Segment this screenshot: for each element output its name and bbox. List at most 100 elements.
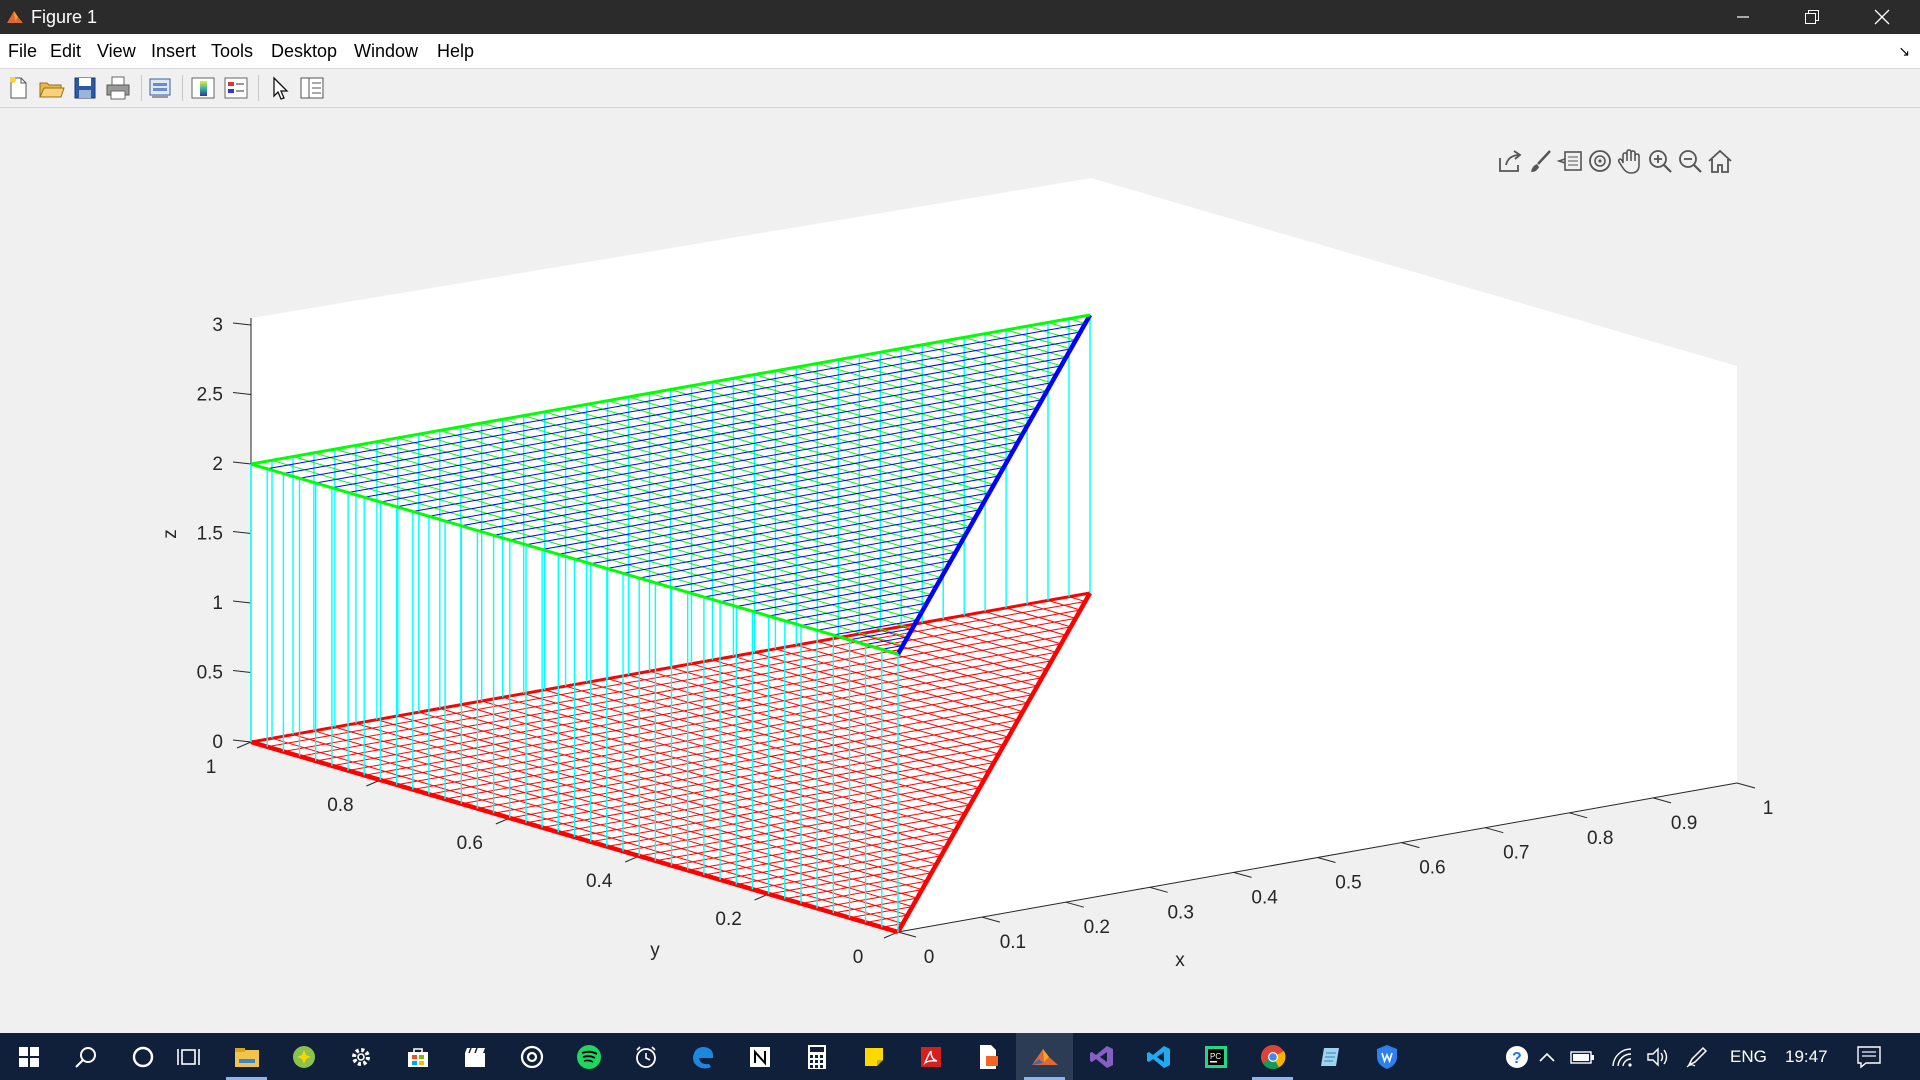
home-icon[interactable] xyxy=(1706,146,1734,176)
minimize-button[interactable] xyxy=(1708,0,1777,34)
close-button[interactable] xyxy=(1847,0,1916,34)
taskbar-spotify[interactable] xyxy=(560,1033,617,1080)
mesh-line xyxy=(775,370,1019,443)
save-icon[interactable] xyxy=(71,74,99,102)
taskbar-video-editor[interactable] xyxy=(446,1033,503,1080)
mesh-edge xyxy=(896,591,1092,934)
taskbar-calculator[interactable] xyxy=(788,1033,845,1080)
x-tick-label: 0 xyxy=(924,947,935,968)
mesh-line xyxy=(865,636,908,645)
task-view-icon xyxy=(176,1048,200,1065)
taskbar-file-viewer[interactable] xyxy=(959,1033,1016,1080)
tray-notifications[interactable] xyxy=(1856,1033,1882,1080)
x-ticks: 0 0.1 0.2 0.3 0.4 0.5 0.6 0.7 0.8 0.9 1 xyxy=(897,782,1773,968)
menu-view[interactable]: View xyxy=(97,41,136,61)
menu-tools[interactable]: Tools xyxy=(211,41,254,61)
tray-clock[interactable]: 19:47 xyxy=(1785,1046,1828,1066)
legend-icon[interactable] xyxy=(222,74,250,102)
export-icon[interactable] xyxy=(1496,146,1524,176)
mesh-line xyxy=(271,459,903,646)
new-figure-icon[interactable] xyxy=(4,74,32,102)
z-tick-mark xyxy=(232,600,252,604)
tray-volume[interactable] xyxy=(1645,1033,1671,1080)
x-tick-label: 0.7 xyxy=(1503,843,1529,864)
print-preview-icon[interactable] xyxy=(146,74,174,102)
taskbar-notepad[interactable] xyxy=(1301,1033,1358,1080)
mesh-line xyxy=(481,422,951,562)
mesh-line xyxy=(542,745,1004,828)
mesh-line xyxy=(984,333,1067,358)
mesh-line xyxy=(396,668,1047,786)
mesh-line xyxy=(481,700,951,840)
z-tick-mark xyxy=(232,322,252,326)
mesh-line xyxy=(733,655,1009,738)
taskbar-file-explorer[interactable] xyxy=(218,1033,275,1080)
rotate-3d-icon[interactable] xyxy=(1586,146,1614,176)
mesh-line xyxy=(558,753,999,833)
taskbar-alarms[interactable] xyxy=(617,1033,674,1080)
tray-show-hidden[interactable] xyxy=(1538,1033,1556,1080)
mesh-line xyxy=(461,702,1028,805)
taskbar-android-app[interactable] xyxy=(275,1033,332,1080)
mesh-line xyxy=(348,365,1062,493)
minimize-icon xyxy=(1736,16,1749,18)
pan-icon[interactable] xyxy=(1616,146,1644,176)
mesh-line xyxy=(315,626,1071,762)
mesh-line xyxy=(849,628,913,641)
print-icon[interactable] xyxy=(104,74,132,102)
brush-icon[interactable] xyxy=(1526,146,1554,176)
mesh-line xyxy=(590,770,990,843)
zoom-in-icon[interactable] xyxy=(1646,146,1674,176)
mesh-line xyxy=(525,458,1009,546)
x-tick-label: 0.9 xyxy=(1671,813,1697,834)
taskbar-chrome[interactable] xyxy=(1244,1033,1301,1080)
mesh-line xyxy=(267,601,1086,748)
menu-desktop[interactable]: Desktop xyxy=(271,41,338,61)
taskbar-store[interactable] xyxy=(389,1033,446,1080)
menu-file[interactable]: File xyxy=(8,41,38,61)
taskbar-acrobat[interactable] xyxy=(902,1033,959,1080)
data-tips-icon[interactable] xyxy=(1556,146,1584,176)
tray-help[interactable]: ? xyxy=(1504,1033,1530,1080)
mesh-line xyxy=(752,577,942,612)
open-file-icon[interactable] xyxy=(37,74,65,102)
mesh-line xyxy=(477,711,1023,809)
x-tick-mark xyxy=(981,916,1001,923)
tray-pen[interactable] xyxy=(1685,1033,1709,1080)
taskbar-vpn[interactable] xyxy=(1358,1033,1415,1080)
taskbar-notion[interactable] xyxy=(731,1033,788,1080)
menu-help[interactable]: Help xyxy=(437,41,475,61)
search-button[interactable] xyxy=(57,1033,114,1080)
plot-3d: 00.511.522.53 00.20.40.60.81 00.10.20.30… xyxy=(160,178,1773,971)
tray-network[interactable] xyxy=(1610,1033,1636,1080)
taskbar-groove[interactable] xyxy=(503,1033,560,1080)
notion-icon xyxy=(749,1046,770,1067)
taskbar-pycharm[interactable]: PC xyxy=(1187,1033,1244,1080)
tray-battery[interactable] xyxy=(1570,1033,1596,1080)
tray-language[interactable]: ENG xyxy=(1730,1046,1767,1066)
mesh-line xyxy=(313,452,913,630)
menu-edit[interactable]: Edit xyxy=(50,41,82,61)
colorbar-icon[interactable] xyxy=(189,74,217,102)
taskbar-visual-studio[interactable] xyxy=(1073,1033,1130,1080)
mesh-line xyxy=(523,693,961,823)
zoom-out-icon[interactable] xyxy=(1676,146,1704,176)
taskbar-sticky-notes[interactable] xyxy=(845,1033,902,1080)
mesh-line xyxy=(784,594,932,622)
dock-figure-icon[interactable]: ↘ xyxy=(1898,43,1910,59)
search-icon xyxy=(74,1046,96,1068)
mesh-line xyxy=(493,719,1019,814)
mesh-line xyxy=(768,585,937,617)
start-button[interactable] xyxy=(0,1033,57,1080)
taskbar-edge[interactable] xyxy=(674,1033,731,1080)
taskbar-vscode[interactable] xyxy=(1130,1033,1187,1080)
menu-window[interactable]: Window xyxy=(354,41,419,61)
cortana-button[interactable] xyxy=(114,1033,171,1080)
property-inspector-icon[interactable] xyxy=(298,74,326,102)
taskbar-settings[interactable] xyxy=(332,1033,389,1080)
edit-plot-icon[interactable] xyxy=(266,74,294,102)
restore-button[interactable] xyxy=(1777,0,1846,34)
taskbar-matlab[interactable] xyxy=(1016,1033,1073,1080)
task-view-button[interactable] xyxy=(160,1033,217,1080)
menu-insert[interactable]: Insert xyxy=(151,41,197,61)
